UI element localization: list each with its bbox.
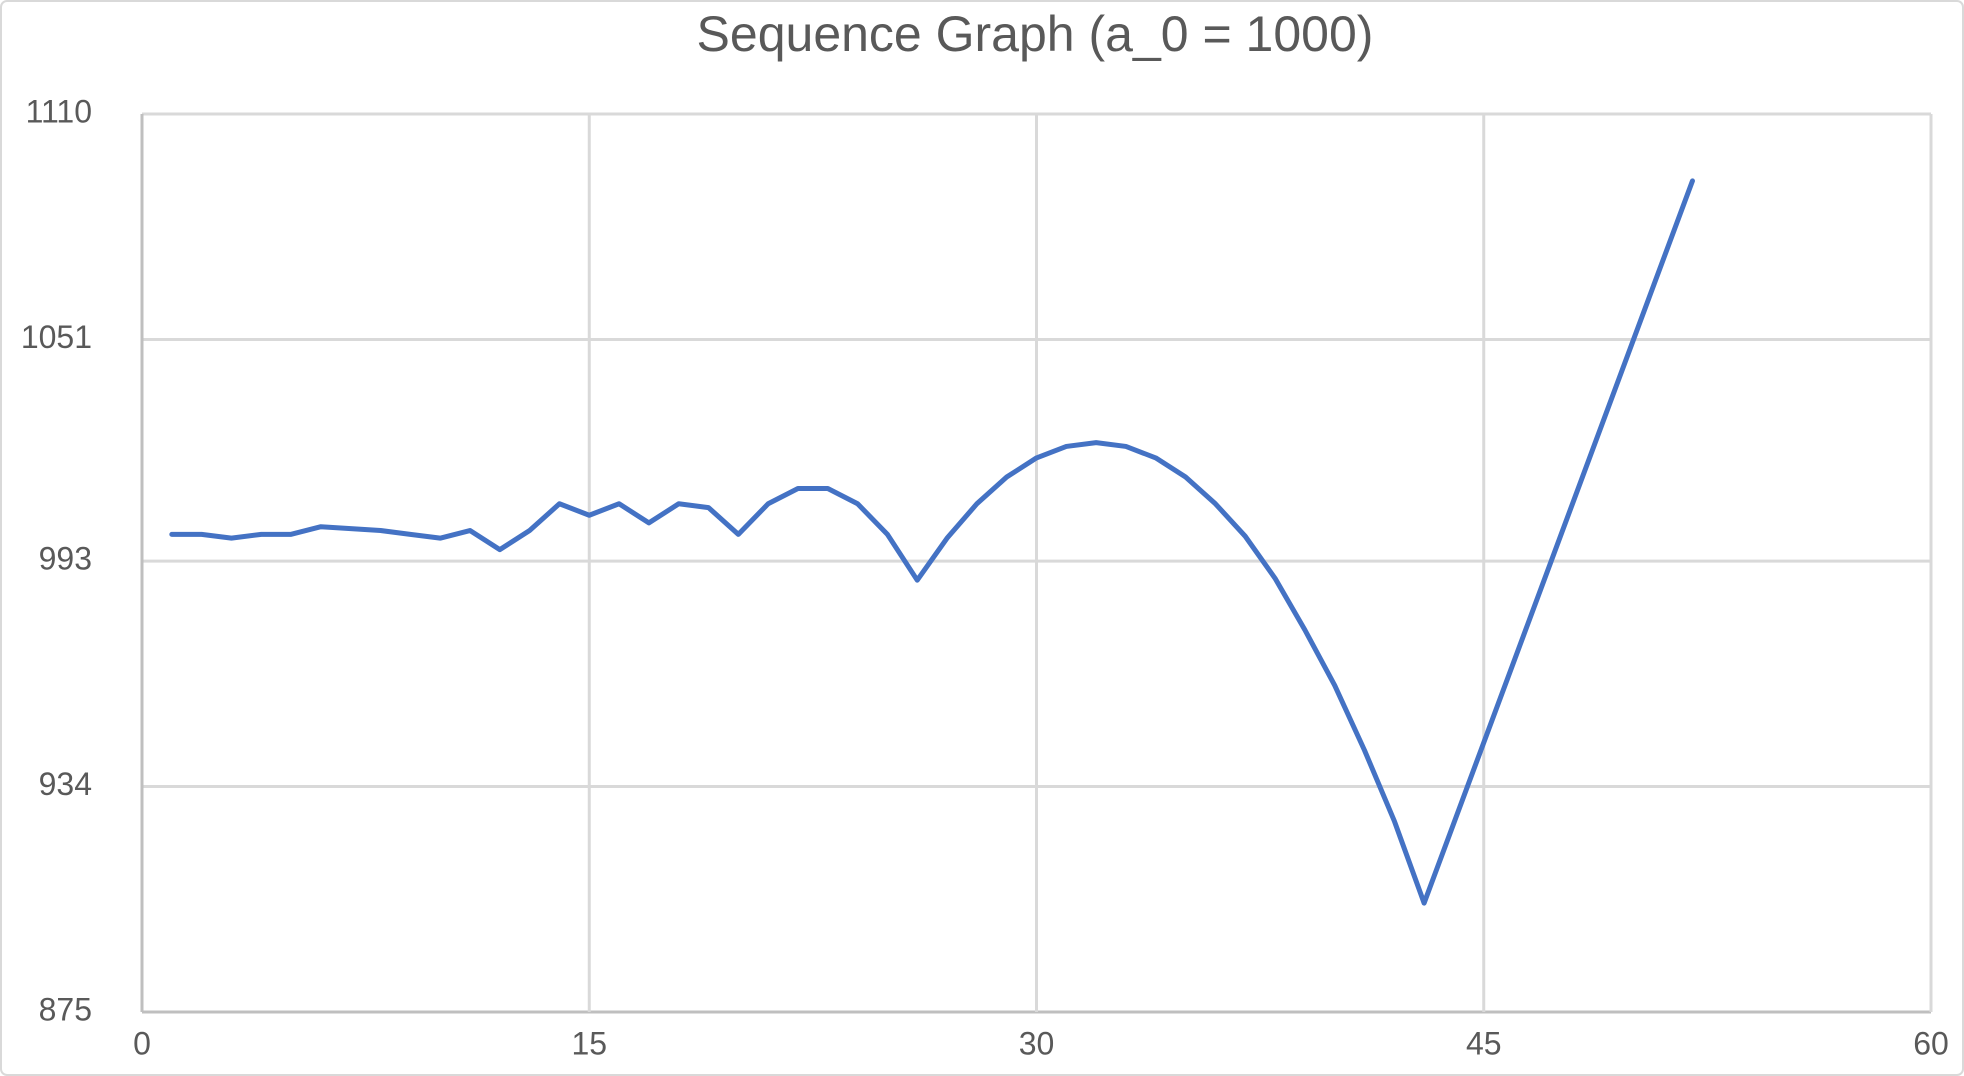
data-line: [169, 178, 1695, 906]
x-tick-label: 15: [571, 1025, 607, 1061]
x-tick-label: 60: [1913, 1025, 1949, 1061]
y-tick-label: 875: [39, 991, 92, 1027]
y-tick-label: 1110: [26, 93, 92, 129]
y-tick-label: 993: [39, 541, 92, 577]
x-tick-label: 45: [1466, 1025, 1502, 1061]
chart-title: Sequence Graph (a_0 = 1000): [697, 6, 1374, 62]
y-tick-label: 1051: [21, 319, 92, 355]
y-tick-label: 934: [39, 766, 92, 802]
x-tick-label: 30: [1019, 1025, 1055, 1061]
x-tick-label: 0: [133, 1025, 151, 1061]
